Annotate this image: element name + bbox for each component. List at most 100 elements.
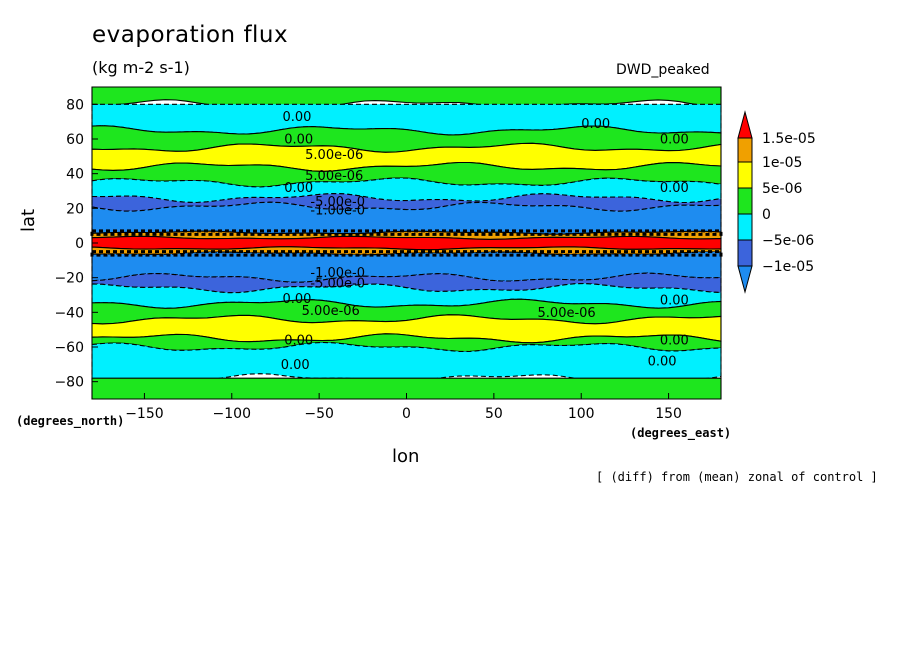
chart-title: evaporation flux	[92, 22, 289, 48]
contour-band	[91, 142, 722, 172]
x-axis-label: lon	[392, 446, 420, 467]
contour-label: 0.00	[282, 292, 311, 307]
contour-band	[91, 230, 722, 240]
contour-label-box	[303, 170, 364, 182]
y-tick-label: 0	[75, 236, 84, 252]
x-tick-label: 0	[402, 406, 411, 422]
contour-band	[91, 235, 722, 251]
contour-band	[91, 283, 722, 309]
colorbar-min-triangle	[737, 265, 753, 294]
colorbar-label: 0	[762, 207, 771, 223]
contour-label-box	[308, 205, 369, 217]
contour-band	[91, 377, 722, 400]
contour-label: 5.00e-06	[302, 304, 360, 319]
colorbar-segment	[737, 213, 753, 241]
contour-band	[91, 125, 722, 153]
contour-label: 0.00	[284, 181, 313, 196]
contour-label: 0.00	[660, 181, 689, 196]
dense-contour-band	[90, 229, 723, 236]
x-tick-label: 50	[485, 406, 503, 422]
plot-frame	[91, 86, 722, 400]
contour-label-box	[658, 133, 688, 145]
contour-label: 0.00	[281, 358, 310, 373]
contour-label: 0.00	[660, 132, 689, 147]
contour-label: 5.00e-06	[305, 148, 363, 163]
contour-band	[91, 314, 722, 344]
x-tick-label: −100	[213, 406, 251, 422]
contour-label-box	[308, 277, 369, 289]
contour-label-box	[300, 305, 361, 317]
contour-label-box	[658, 295, 688, 307]
run-label: DWD_peaked	[616, 62, 710, 78]
colorbar-segment	[737, 161, 753, 189]
contour-label: 5.00e-06	[538, 306, 596, 321]
contour-label: 0.00	[284, 334, 313, 349]
colorbar-label: 5e-06	[762, 181, 802, 197]
y-tick-label: 20	[66, 201, 84, 217]
colorbar-label: −1e-05	[762, 259, 814, 275]
units-label: (kg m-2 s-1)	[92, 58, 190, 77]
contour-label-box	[280, 111, 310, 123]
contour-label: -1.00e-0	[310, 266, 365, 281]
x-tick-label: −50	[304, 406, 334, 422]
contour-label: 0.00	[284, 132, 313, 147]
y-axis-units: (degrees_north)	[16, 414, 125, 428]
footnote: [ (diff) from (mean) zonal of control ]	[596, 470, 878, 484]
colorbar-label: −5e-06	[762, 233, 814, 249]
contour-band	[91, 193, 722, 212]
contour-band	[91, 246, 722, 256]
contour-label: -5.00e-0	[310, 276, 365, 291]
x-tick-label: −150	[125, 406, 163, 422]
contour-label-box	[308, 267, 369, 279]
contour-band	[91, 86, 722, 110]
contour-band	[91, 177, 722, 204]
y-axis-label: lat	[18, 208, 39, 232]
colorbar-max-triangle	[737, 110, 753, 139]
y-tick-label: −20	[54, 271, 84, 287]
contour-band	[91, 298, 722, 325]
contour-label-box	[282, 133, 312, 145]
y-tick-label: 40	[66, 167, 84, 183]
contour-band	[91, 272, 722, 294]
contour-label: 0.00	[581, 117, 610, 132]
contour-label: -5.00e-0	[310, 195, 365, 210]
plot-area: 0.00 0.000.00 0.005.00e-065.00e-060.00 0.00…	[90, 86, 723, 400]
x-axis-units: (degrees_east)	[630, 426, 732, 440]
contour-band	[91, 341, 722, 384]
contour-label-box	[303, 149, 364, 161]
contour-band	[91, 333, 722, 353]
colorbar: 1.5e-05 1e-05 5e-06 0 −5e-06 −1e-05	[737, 110, 816, 294]
contour-label: 5.00e-06	[305, 169, 363, 184]
contour-label-box	[658, 335, 688, 347]
y-tick-label: 60	[66, 132, 84, 148]
x-tick-label: 150	[655, 406, 682, 422]
y-tick-label: −60	[54, 340, 84, 356]
contour-label-box	[579, 118, 609, 130]
contour-label: -1.00e-0	[310, 204, 365, 219]
contour-label-box	[279, 359, 309, 371]
contour-label-box	[658, 182, 688, 194]
contour-label-box	[646, 355, 676, 367]
colorbar-segment	[737, 239, 753, 267]
contour-band	[91, 103, 722, 136]
colorbar-segment	[737, 187, 753, 215]
colorbar-label: 1.5e-05	[762, 131, 816, 147]
contour-band	[91, 201, 722, 235]
dense-contour-band	[90, 250, 723, 257]
contour-label: 0.00	[660, 334, 689, 349]
colorbar-label: 1e-05	[762, 155, 802, 171]
y-tick-label: −80	[54, 375, 84, 391]
y-tick-label: 80	[66, 97, 84, 113]
contour-label-box	[308, 196, 369, 208]
x-tick-label: 100	[568, 406, 595, 422]
contour-label-box	[280, 293, 310, 305]
contour-label: 0.00	[282, 110, 311, 125]
contour-band	[91, 251, 722, 283]
contour-label: 0.00	[648, 354, 677, 369]
axes: −150 −100 −50 0 50 100 150 80 60 40 20 0 −20 −40 −60 −8…	[54, 86, 722, 422]
contour-label-box	[536, 307, 597, 319]
contour-label: 0.00	[660, 294, 689, 309]
colorbar-segment	[737, 137, 753, 163]
contour-label-box	[282, 182, 312, 194]
